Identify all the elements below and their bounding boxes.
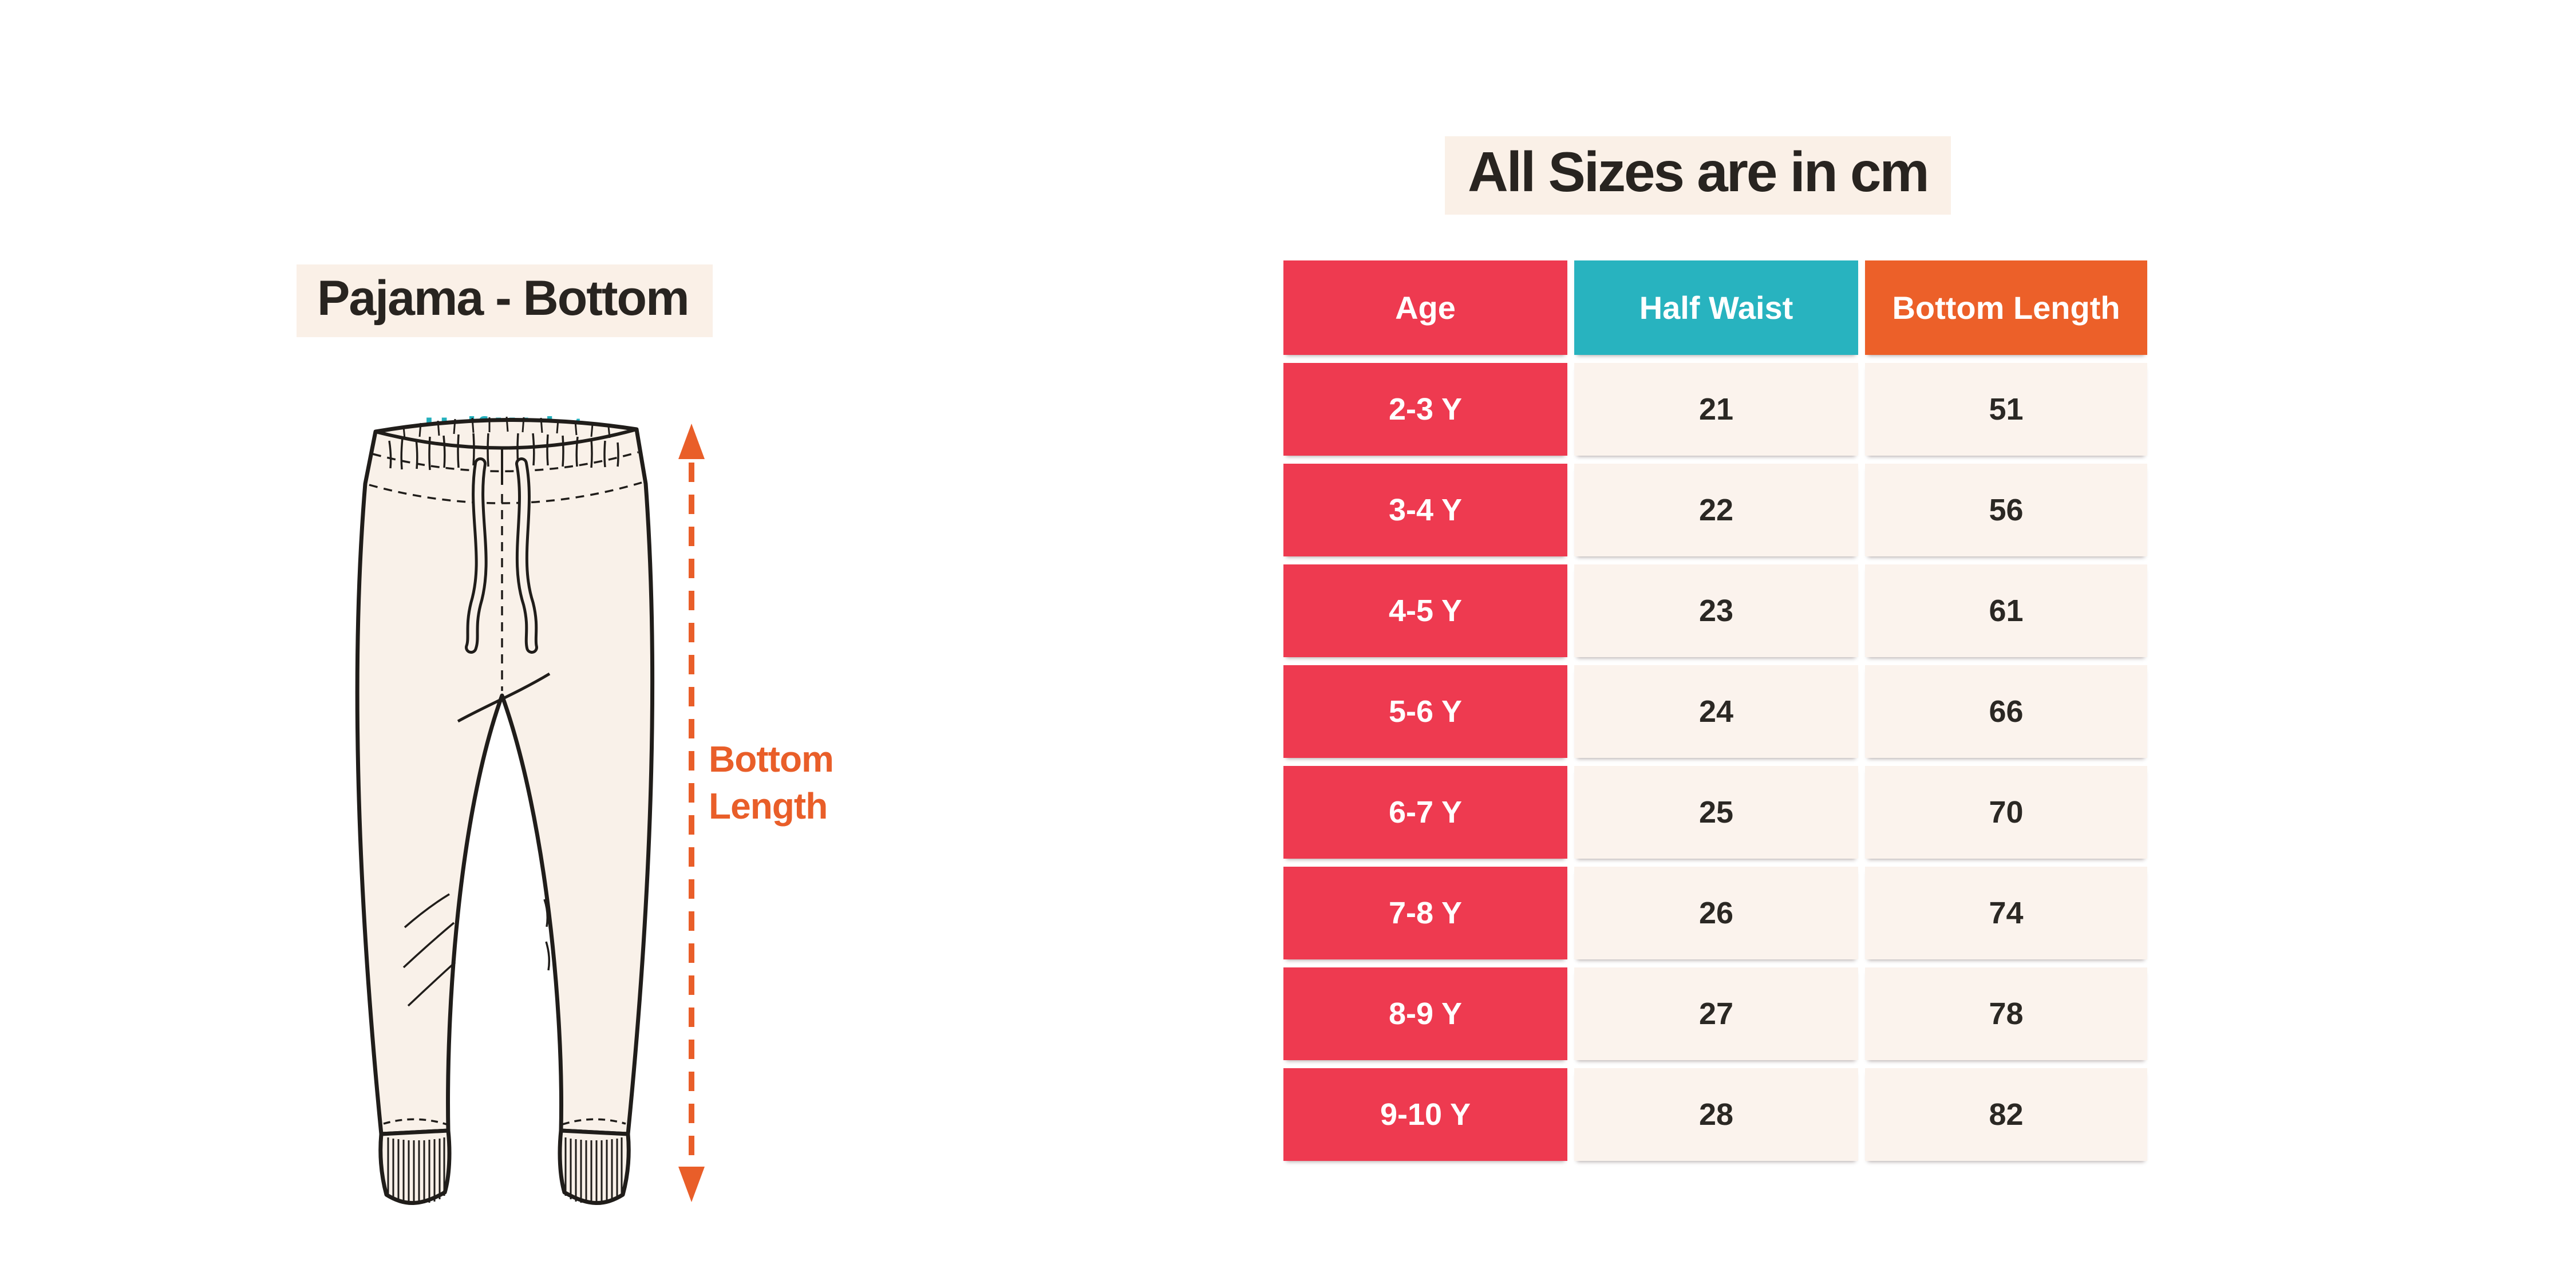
header-bottom-length: Bottom Length — [1865, 260, 2147, 355]
diagram-title: Pajama - Bottom — [297, 264, 713, 337]
header-age: Age — [1283, 260, 1567, 355]
waist-cell: 26 — [1574, 867, 1858, 959]
waist-cell: 27 — [1574, 967, 1858, 1060]
age-cell: 4-5 Y — [1283, 564, 1567, 657]
waist-cell: 22 — [1574, 464, 1858, 556]
age-cell: 7-8 Y — [1283, 867, 1567, 959]
bottom-length-arrow — [678, 424, 705, 1202]
length-cell: 70 — [1865, 766, 2147, 859]
waist-cell: 28 — [1574, 1068, 1858, 1161]
age-cell: 3-4 Y — [1283, 464, 1567, 556]
age-cell: 9-10 Y — [1283, 1068, 1567, 1161]
waist-cell: 24 — [1574, 665, 1858, 758]
table-title: All Sizes are in cm — [1445, 136, 1951, 215]
size-table: Age Half Waist Bottom Length 2-3 Y 21 51… — [1283, 260, 2147, 1161]
bottom-length-label: Bottom Length — [709, 738, 834, 827]
age-cell: 2-3 Y — [1283, 363, 1567, 456]
length-cell: 56 — [1865, 464, 2147, 556]
waist-cell: 23 — [1574, 564, 1858, 657]
length-cell: 51 — [1865, 363, 2147, 456]
age-cell: 6-7 Y — [1283, 766, 1567, 859]
length-cell: 78 — [1865, 967, 2147, 1060]
waist-cell: 21 — [1574, 363, 1858, 456]
waist-cell: 25 — [1574, 766, 1858, 859]
header-half-waist: Half Waist — [1574, 260, 1858, 355]
length-cell: 61 — [1865, 564, 2147, 657]
length-cell: 74 — [1865, 867, 2147, 959]
pajama-bottom-sketch — [355, 416, 655, 1205]
age-cell: 5-6 Y — [1283, 665, 1567, 758]
age-cell: 8-9 Y — [1283, 967, 1567, 1060]
length-cell: 66 — [1865, 665, 2147, 758]
length-cell: 82 — [1865, 1068, 2147, 1161]
